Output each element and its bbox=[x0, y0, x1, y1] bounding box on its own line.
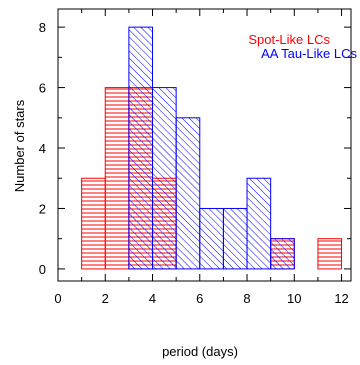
y-tick-label-0: 0 bbox=[39, 262, 46, 277]
x-tick-label-10: 10 bbox=[287, 291, 301, 306]
y-tick-label-4: 4 bbox=[39, 141, 46, 156]
bar-series1-bin4 bbox=[222, 207, 248, 270]
x-tick-label-6: 6 bbox=[196, 291, 203, 306]
x-tick-label-4: 4 bbox=[149, 291, 156, 306]
x-tick-label-12: 12 bbox=[334, 291, 348, 306]
x-tick-label-8: 8 bbox=[243, 291, 250, 306]
y-tick-label-8: 8 bbox=[39, 20, 46, 35]
x-tick-label-2: 2 bbox=[102, 291, 109, 306]
legend-entry-aatau: AA Tau-Like LCs bbox=[261, 46, 357, 61]
plot-frame bbox=[57, 8, 352, 282]
bar-series0-bin1 bbox=[104, 87, 130, 270]
bar-series1-bin1 bbox=[152, 87, 177, 270]
bars-layer bbox=[81, 26, 343, 270]
y-tick-label-2: 2 bbox=[39, 201, 46, 216]
bar-series0-bin0 bbox=[81, 177, 106, 270]
legend: Spot-Like LCs AA Tau-Like LCs bbox=[248, 32, 357, 61]
y-tick-label-6: 6 bbox=[39, 81, 46, 96]
bar-series1-bin0 bbox=[128, 26, 154, 270]
bar-series0-bin10 bbox=[317, 238, 343, 270]
x-tick-label-0: 0 bbox=[54, 291, 61, 306]
y-axis-label: Number of stars bbox=[12, 99, 27, 192]
x-axis-label: period (days) bbox=[162, 344, 238, 359]
bar-series1-bin3 bbox=[199, 207, 224, 270]
ticks-layer: 0 2 4 6 8 10 12 0 2 4 6 8 bbox=[39, 9, 351, 306]
bar-series1-bin2 bbox=[175, 117, 201, 270]
bar-series1-bin6 bbox=[270, 238, 295, 270]
legend-entry-spot: Spot-Like LCs bbox=[248, 32, 330, 47]
bar-series1-bin5 bbox=[246, 177, 272, 270]
